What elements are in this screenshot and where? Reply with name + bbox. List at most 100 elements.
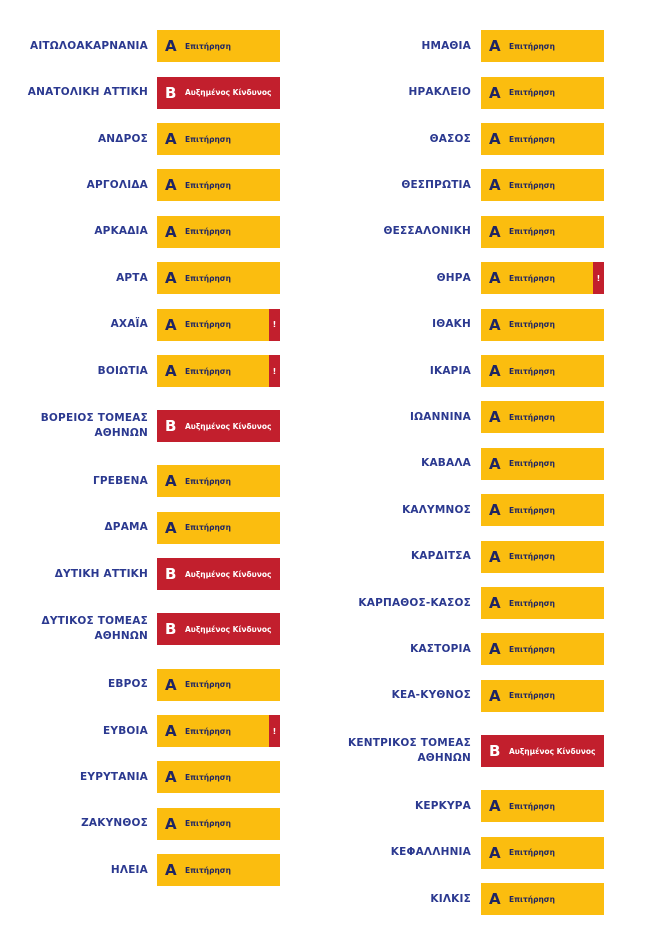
risk-level: Α [489,269,501,288]
region-name-line: ΚΕΑ-ΚΥΘΝΟΣ [391,689,471,702]
region-name: ΙΚΑΡΙΑ [430,364,471,379]
risk-badge: Β Αυξημένος Κίνδυνος [157,410,280,443]
risk-status: Επιτήρηση [509,366,555,376]
risk-status: Επιτήρηση [185,134,231,144]
risk-status: Επιτήρηση [185,320,231,330]
risk-status: Επιτήρηση [185,227,231,237]
risk-level: Α [489,843,501,862]
region-name-line: ΚΕΡΚΥΡΑ [415,799,471,812]
risk-badge: Α Επιτήρηση [481,76,604,109]
region-name: ΑΡΓΟΛΙΔΑ [87,178,148,193]
region-name: ΔΡΑΜΑ [104,520,148,535]
risk-level: Α [489,547,501,566]
risk-level: Α [165,861,177,880]
region-name-line: ΘΕΣΣΑΛΟΝΙΚΗ [383,225,471,238]
risk-status: Επιτήρηση [509,320,555,330]
region-name: ΚΑΣΤΟΡΙΑ [410,642,471,657]
region-name: ΗΡΑΚΛΕΙΟ [409,85,471,100]
region-name: ΘΕΣΣΑΛΟΝΙΚΗ [384,224,471,239]
risk-badge: Α Επιτήρηση [157,30,280,63]
region-name: ΚΕΝΤΡΙΚΟΣ ΤΟΜΕΑΣ ΑΘΗΝΩΝ [348,736,471,766]
risk-level: Α [489,640,501,659]
region-name: ΔΥΤΙΚΗ ΑΤΤΙΚΗ [55,567,148,582]
risk-level: Α [489,686,501,705]
region-name: ΗΜΑΘΙΑ [421,39,471,54]
region-name-line: ΚΕΦΑΛΛΗΝΙΑ [390,846,471,859]
region-name-line: ΘΕΣΠΡΩΤΙΑ [401,178,471,191]
risk-badge: Α Επιτήρηση [157,215,280,248]
risk-status: Αυξημένος Κίνδυνος [185,569,272,579]
region-name-line: ΑΝΔΡΟΣ [97,132,148,145]
risk-status: Αυξημένος Κίνδυνος [185,88,272,98]
risk-status: Επιτήρηση [509,41,555,51]
risk-level: Α [165,518,177,537]
risk-level: Α [489,594,501,612]
region-name: ΚΙΛΚΙΣ [430,892,471,907]
region-name-line: ΑΙΤΩΛΟΑΚΑΡΝΑΝΙΑ [30,39,148,52]
risk-level: Α [489,408,501,427]
region-name: ΑΝΑΤΟΛΙΚΗ ΑΤΤΙΚΗ [28,85,148,100]
risk-badge: Β Αυξημένος Κίνδυνος [157,558,280,591]
risk-badge: Α Επιτήρηση [481,355,604,387]
risk-badge: Α Επιτήρηση! [157,355,280,387]
region-name-line: ΙΩΑΝΝΙΝΑ [410,410,471,423]
risk-badge: Α Επιτήρηση [157,465,280,498]
region-name-line: ΔΥΤΙΚΗ ΑΤΤΙΚΗ [54,567,148,580]
risk-badge: Α Επιτήρηση [481,494,604,527]
risk-status: Αυξημένος Κίνδυνος [509,746,596,756]
risk-badge: Α Επιτήρηση [157,511,280,544]
risk-status: Επιτήρηση [185,726,231,736]
risk-badge: Β Αυξημένος Κίνδυνος [481,735,604,767]
risk-status: Επιτήρηση [509,412,555,422]
risk-status: Επιτήρηση [185,819,231,829]
region-name-line: ΔΡΑΜΑ [104,521,148,534]
risk-level: Α [165,37,177,56]
risk-status: Επιτήρηση [509,134,555,144]
region-name: ΕΥΡΥΤΑΝΙΑ [80,770,148,785]
risk-level: Α [165,269,177,288]
risk-level: Α [165,768,177,787]
region-name-line: ΕΥΒΟΙΑ [103,724,148,737]
risk-badge: Α Επιτήρηση [157,169,280,202]
risk-level: Α [165,675,177,694]
risk-badge: Α Επιτήρηση [157,123,280,155]
risk-status: Επιτήρηση [509,894,555,904]
region-name-line: ΘΑΣΟΣ [429,132,471,145]
region-name: ΚΑΡΔΙΤΣΑ [411,549,471,564]
region-name: ΗΛΕΙΑ [111,863,148,878]
region-name-line: ΕΒΡΟΣ [108,678,148,691]
risk-status: Επιτήρηση [185,366,231,376]
region-name: ΑΝΔΡΟΣ [98,132,148,147]
region-name: ΕΥΒΟΙΑ [103,724,148,739]
region-name: ΚΑΡΠΑΘΟΣ-ΚΑΣΟΣ [358,596,471,611]
risk-badge: Α Επιτήρηση [157,668,280,701]
risk-status: Επιτήρηση [509,505,555,515]
alert-marker: ! [269,715,280,747]
risk-level: Β [165,83,177,102]
risk-status: Αυξημένος Κίνδυνος [185,421,272,431]
risk-badge: Α Επιτήρηση [481,215,604,248]
region-name: ΑΡΚΑΔΙΑ [94,224,148,239]
risk-status: Επιτήρηση [509,691,555,701]
risk-level: Α [489,130,501,148]
risk-badge: Α Επιτήρηση [481,169,604,202]
alert-marker: ! [269,308,280,341]
risk-badge: Α Επιτήρηση! [157,308,280,341]
risk-status: Επιτήρηση [185,273,231,283]
risk-level: Α [489,37,501,56]
risk-badge: Α Επιτήρηση [481,30,604,63]
region-name-line: ΓΡΕΒΕΝΑ [92,474,148,487]
risk-badge: Α Επιτήρηση! [481,262,604,295]
region-name: ΚΕΑ-ΚΥΘΝΟΣ [392,688,471,703]
risk-badge: Β Αυξημένος Κίνδυνος [157,76,280,109]
region-name-line: ΚΑΡΔΙΤΣΑ [410,550,471,563]
region-name-line: ΑΘΗΝΩΝ [94,630,148,643]
risk-status: Επιτήρηση [509,273,555,283]
region-name: ΘΑΣΟΣ [430,132,471,147]
region-name: ΚΑΒΑΛΑ [421,456,471,471]
risk-level: Α [489,454,501,473]
risk-level: Α [489,362,501,380]
risk-level: Α [165,176,177,195]
alert-marker: ! [269,355,280,387]
